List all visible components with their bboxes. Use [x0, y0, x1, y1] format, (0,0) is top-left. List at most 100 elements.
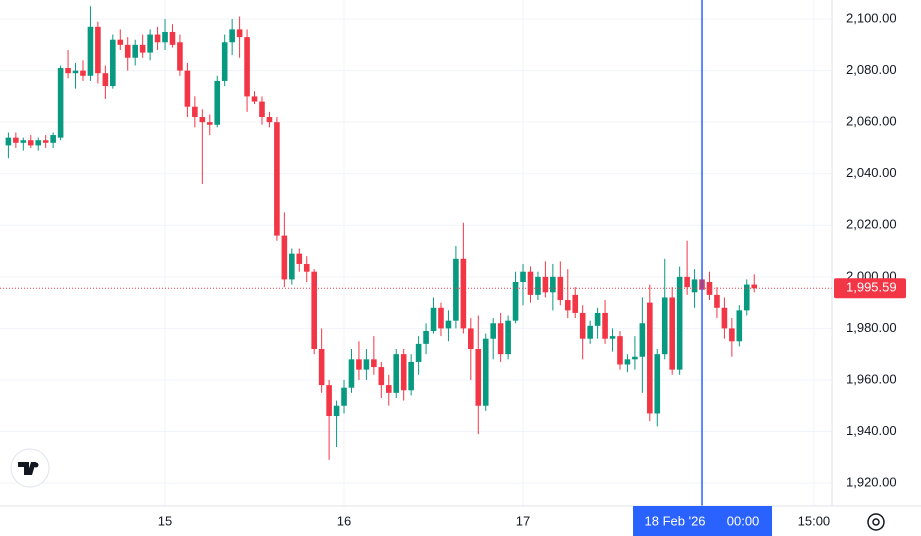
candle-body	[27, 140, 34, 146]
candle-body	[542, 276, 549, 293]
candle-body	[736, 310, 743, 342]
candle-body	[236, 29, 243, 38]
last-price-tag	[834, 278, 906, 299]
candle-body	[20, 140, 27, 143]
candle-body	[676, 276, 683, 370]
candle-body	[281, 235, 288, 280]
candle-body	[617, 336, 623, 365]
logo-dot	[33, 462, 39, 468]
candle-body	[393, 354, 400, 393]
y-tick-label: 1,940.00	[846, 423, 897, 438]
crosshair-tag	[633, 506, 773, 536]
candle-body	[199, 117, 206, 123]
candle-body	[609, 336, 616, 339]
candle-body	[624, 359, 631, 365]
y-tick-label: 1,980.00	[846, 320, 897, 335]
candle-body	[684, 276, 690, 288]
candle-body	[42, 140, 49, 143]
candle-body	[550, 276, 556, 293]
settings-icon[interactable]	[867, 513, 885, 531]
candle-body	[669, 297, 675, 370]
candle-body	[229, 29, 235, 43]
y-tick-label: 1,960.00	[846, 371, 897, 386]
candle-body	[706, 281, 713, 295]
candle-body	[535, 276, 541, 295]
settings-icon-center[interactable]	[872, 518, 880, 526]
candle-body	[527, 271, 534, 295]
candle-body	[311, 271, 317, 350]
candle-body	[333, 405, 340, 417]
candle-body	[192, 106, 198, 118]
x-tick-label: 15	[158, 513, 172, 528]
candle-body	[57, 68, 64, 138]
candle-body	[221, 42, 228, 81]
candle-body	[80, 70, 86, 76]
candle-body	[102, 73, 109, 87]
candle-body	[714, 294, 720, 308]
candle-body	[453, 258, 459, 321]
candle-body	[206, 122, 213, 125]
candle-body	[87, 26, 94, 76]
candle-body	[557, 276, 564, 301]
candle-body	[654, 354, 661, 414]
tradingview-logo	[10, 448, 50, 488]
y-tick-label: 2,100.00	[846, 11, 897, 26]
y-tick-label: 2,060.00	[846, 114, 897, 129]
x-tick-label: 16	[337, 513, 351, 528]
candle-body	[296, 253, 303, 264]
candle-body	[490, 323, 496, 339]
candle-body	[602, 312, 608, 339]
candle-body	[468, 328, 474, 350]
candle-body	[318, 349, 325, 386]
candle-body	[743, 284, 750, 311]
candle-body	[475, 349, 482, 406]
x-tick-label: 15:00	[798, 513, 831, 528]
candle-body	[139, 44, 146, 53]
candle-body	[132, 44, 138, 58]
candle-body	[348, 359, 355, 388]
candle-body	[482, 338, 489, 406]
candle-body	[371, 359, 377, 368]
candle-body	[274, 122, 280, 236]
logo-mark	[18, 462, 36, 475]
candle-body	[497, 323, 504, 355]
candle-body	[594, 312, 601, 326]
candle-body	[356, 359, 362, 370]
candle-body	[117, 39, 124, 45]
candle-body	[363, 359, 370, 370]
candle-body	[661, 297, 668, 355]
candle-body	[512, 281, 519, 321]
candle-body	[289, 253, 295, 280]
candle-body	[385, 385, 392, 393]
candle-body	[579, 312, 586, 339]
candle-body	[5, 137, 12, 146]
last-price-label: 1,995.59	[846, 280, 897, 295]
candle-body	[691, 279, 698, 293]
candle-body	[147, 34, 153, 53]
candles	[5, 6, 758, 460]
candle-body	[647, 302, 653, 414]
candle-body	[572, 294, 579, 313]
candle-body	[162, 31, 168, 43]
candle-body	[72, 70, 79, 74]
candle-body	[639, 323, 646, 357]
y-tick-label: 2,040.00	[846, 165, 897, 180]
candle-body	[430, 307, 437, 331]
y-tick-label: 1,920.00	[846, 474, 897, 489]
candle-body	[400, 354, 407, 391]
candle-body	[564, 300, 571, 311]
candle-body	[505, 320, 511, 355]
candle-body	[587, 325, 593, 339]
candle-body	[341, 387, 347, 406]
crosshair-time: 00:00	[727, 513, 760, 528]
candle-body	[65, 68, 71, 74]
candle-body	[438, 307, 444, 329]
candle-body	[445, 320, 452, 329]
candle-body	[460, 258, 467, 329]
candle-body	[259, 101, 265, 118]
candle-body	[303, 263, 310, 272]
settings-button[interactable]	[867, 513, 885, 531]
candle-body	[751, 284, 758, 289]
